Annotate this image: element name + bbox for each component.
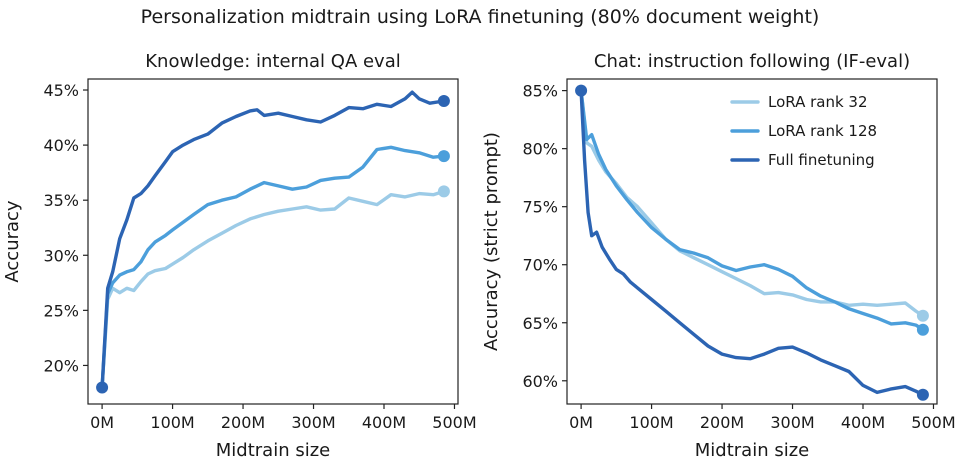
y-tick-label: 80% [522,140,558,159]
panel-1: Chat: instruction following (IF-eval) 0M 1… [481,51,956,461]
series-start-marker [575,84,588,97]
y-tick-label: 25% [43,301,79,320]
y-tick-label: 35% [43,191,79,210]
figure-title: Personalization midtrain using LoRA fine… [140,6,820,28]
plot-frame [87,78,459,405]
x-tick-label: 0M [569,413,593,432]
x-axis-label: Midtrain size [216,440,330,461]
series-line-full-finetuning [579,88,925,397]
y-tick-label: 85% [522,82,558,101]
x-tick-label: 0M [90,413,114,432]
y-axis-label: Accuracy [2,200,23,283]
series-start-marker [96,381,109,394]
series-line-full-finetuning [100,90,446,390]
y-tick-label: 40% [43,136,79,155]
legend: LoRA rank 32 LoRA rank 128 Full finetuning [730,93,877,169]
x-tick-label: 100M [150,413,194,432]
x-tick-label: 400M [362,413,406,432]
series-end-marker [916,309,929,322]
series-line-lora-rank-128 [579,88,925,332]
y-tick-label: 30% [43,246,79,265]
y-tick-label: 75% [522,198,558,217]
y-tick-label: 45% [43,81,79,100]
series-line-lora-rank-32 [100,189,446,390]
x-tick-label: 500M [432,413,476,432]
legend-label: LoRA rank 128 [768,122,877,140]
series-end-marker [916,323,929,336]
series-end-marker [437,185,450,198]
x-tick-label: 200M [700,413,744,432]
plot-frame [566,78,938,405]
y-tick-label: 60% [522,372,558,391]
legend-label: LoRA rank 32 [768,93,868,111]
x-tick-label: 400M [841,413,885,432]
y-tick-label: 65% [522,314,558,333]
legend-label: Full finetuning [768,151,875,169]
x-axis-label: Midtrain size [695,440,809,461]
series-end-marker [437,150,450,163]
y-axis-label: Accuracy (strict prompt) [481,132,502,351]
series-line-lora-rank-128 [100,145,446,390]
x-tick-label: 100M [629,413,673,432]
y-tick-label: 20% [43,356,79,375]
series-end-marker [437,95,450,108]
x-tick-label: 300M [291,413,335,432]
panel-title: Knowledge: internal QA eval [145,51,400,72]
panel-0: Knowledge: internal QA eval 0M 100M 200M 300… [2,51,477,461]
y-tick-label: 70% [522,256,558,275]
x-tick-label: 300M [770,413,814,432]
series-end-marker [916,388,929,401]
x-tick-label: 500M [911,413,955,432]
panel-title: Chat: instruction following (IF-eval) [594,51,910,72]
x-tick-label: 200M [221,413,265,432]
